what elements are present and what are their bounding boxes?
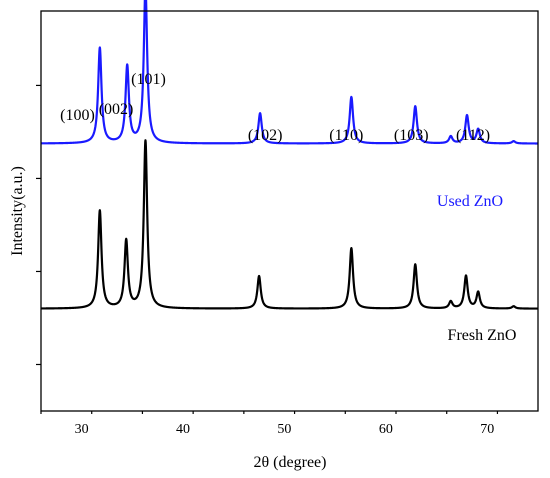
x-tick-label: 60 xyxy=(379,422,393,437)
x-axis-title: 2θ (degree) xyxy=(254,454,327,471)
x-tick-label: 40 xyxy=(176,422,190,437)
series-line-1 xyxy=(40,139,539,310)
x-axis-ticks: 30 40 50 60 70 xyxy=(40,411,499,437)
series-curves xyxy=(40,0,539,310)
peak-annotations: (100) (002) (101) (102) (110) (103) (112) xyxy=(60,71,490,144)
peak-label: (100) xyxy=(60,107,95,124)
peak-label: (002) xyxy=(99,101,134,118)
peak-label: (101) xyxy=(131,71,166,88)
peak-label: (112) xyxy=(456,127,490,144)
x-tick-label: 70 xyxy=(480,422,494,437)
x-tick-label: 50 xyxy=(277,422,291,437)
peak-label: (103) xyxy=(394,127,429,144)
series-label-fresh: Fresh ZnO xyxy=(448,327,517,344)
peak-label: (110) xyxy=(329,127,363,144)
plot-frame xyxy=(40,10,539,412)
series-line-0 xyxy=(40,0,539,145)
peak-label: (102) xyxy=(248,127,283,144)
x-tick-label: 30 xyxy=(75,422,89,437)
series-label-used: Used ZnO xyxy=(437,193,503,210)
y-axis-ticks xyxy=(36,84,41,366)
y-axis-title: Intensity(a.u.) xyxy=(9,166,26,256)
